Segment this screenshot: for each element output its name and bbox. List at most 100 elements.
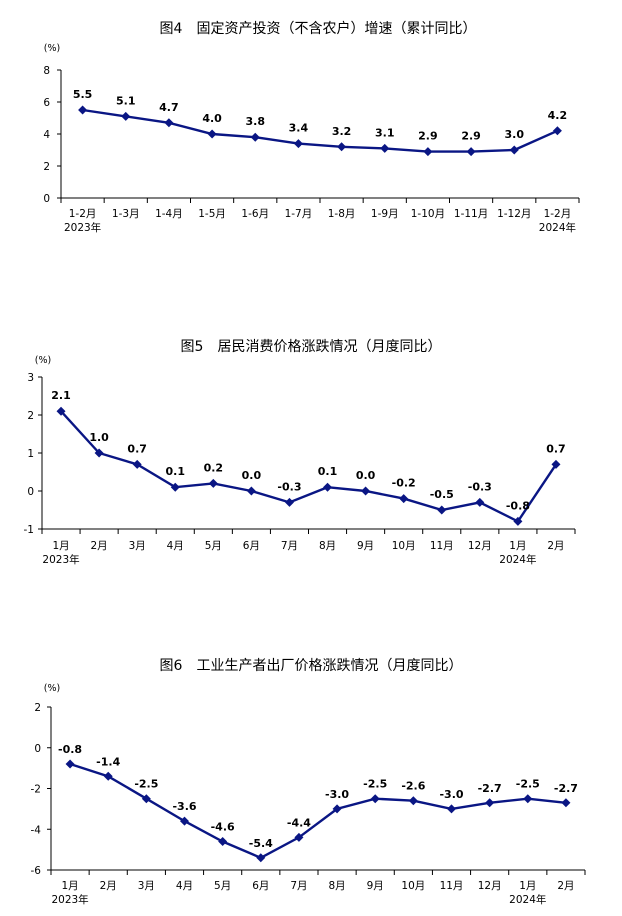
x-tick-label: 1-2月	[69, 208, 97, 220]
x-tick-label: 2月	[100, 880, 117, 892]
x-tick-label: 2月	[547, 540, 564, 552]
x-tick-label: 4月	[176, 880, 193, 892]
data-point	[332, 804, 342, 814]
x-tick-label: 1-2月	[544, 208, 572, 220]
data-label: -1.4	[96, 755, 120, 768]
data-point	[370, 794, 380, 804]
data-label: 5.5	[73, 88, 93, 101]
data-label: 0.0	[356, 469, 376, 482]
data-point	[337, 142, 347, 152]
data-point	[141, 794, 151, 804]
y-tick-label: -1	[24, 524, 34, 536]
data-label: -0.8	[506, 499, 530, 512]
x-year-label: 2024年	[509, 893, 546, 906]
data-label: -3.0	[325, 788, 349, 801]
data-point	[323, 482, 333, 492]
data-label: -2.7	[478, 782, 502, 795]
data-point	[485, 798, 495, 808]
data-point	[475, 497, 485, 507]
x-tick-label: 11月	[440, 880, 464, 892]
x-tick-label: 1月	[509, 540, 526, 552]
x-year-label: 2023年	[64, 221, 101, 234]
data-label: -0.8	[58, 743, 82, 756]
data-point	[551, 459, 561, 469]
x-tick-label: 9月	[357, 540, 374, 552]
data-label: -5.4	[249, 837, 273, 850]
y-axis-unit: (%)	[44, 43, 60, 54]
chart-5: 图5 居民消费价格涨跌情况（月度同比） (%) -1 0 1 2 3 1月 2月 3月 4月 5月 6月…	[24, 339, 576, 566]
y-tick-label: 0	[27, 486, 34, 498]
data-point	[408, 796, 418, 806]
data-label: 2.9	[461, 130, 481, 143]
data-label: -3.6	[172, 800, 196, 813]
data-point	[509, 145, 519, 155]
y-tick-label: 3	[27, 372, 34, 384]
data-point	[284, 497, 294, 507]
chart-title: 图4 固定资产投资（不含农户）增速（累计同比）	[160, 20, 477, 37]
x-tick-label: 5月	[205, 540, 222, 552]
data-point	[256, 853, 266, 863]
data-label: -0.5	[430, 488, 454, 501]
y-tick-label: 4	[43, 129, 50, 141]
x-year-label: 2023年	[42, 553, 79, 566]
data-label: -4.4	[287, 816, 311, 829]
x-tick-label: 10月	[392, 540, 416, 552]
y-tick-label: 2	[27, 410, 34, 422]
series-line	[69, 762, 567, 860]
data-label: 3.0	[505, 128, 525, 141]
x-tick-label: 1月	[61, 880, 78, 892]
data-point	[250, 132, 260, 142]
data-label: -2.5	[363, 778, 387, 791]
data-label: 0.1	[166, 465, 186, 478]
x-tick-label: 2月	[91, 540, 108, 552]
x-tick-label: 1-5月	[198, 208, 226, 220]
data-point	[246, 486, 256, 496]
x-tick-label: 2月	[557, 880, 574, 892]
y-tick-label: 2	[34, 702, 41, 714]
data-label: 0.2	[204, 461, 224, 474]
data-point	[207, 129, 217, 139]
x-tick-label: 1-6月	[241, 208, 269, 220]
y-tick-label: 2	[43, 161, 50, 173]
series-line	[82, 108, 558, 153]
data-point	[132, 459, 142, 469]
x-tick-label: 1-11月	[454, 208, 488, 220]
data-label: 4.2	[548, 109, 568, 122]
y-tick-label: -4	[31, 824, 42, 836]
x-tick-label: 9月	[367, 880, 384, 892]
data-label: 4.7	[159, 101, 179, 114]
data-label: 3.1	[375, 126, 395, 139]
data-point	[552, 126, 562, 136]
data-point	[561, 798, 571, 808]
x-tick-label: 1月	[519, 880, 536, 892]
x-tick-label: 3月	[129, 540, 146, 552]
data-label: 0.7	[546, 442, 566, 455]
data-label: 2.1	[51, 389, 71, 402]
data-label: 3.2	[332, 125, 352, 138]
chart-4: 图4 固定资产投资（不含农户）增速（累计同比） (%) 0 2 4 6 8 1-2月 1-3月 1…	[43, 20, 580, 234]
x-tick-label: 1-3月	[112, 208, 140, 220]
data-label: 0.0	[242, 469, 262, 482]
y-tick-label: -6	[31, 865, 42, 877]
data-point	[423, 147, 433, 157]
data-point	[293, 139, 303, 149]
data-label: 1.0	[89, 431, 109, 444]
data-label: -0.3	[468, 480, 492, 493]
x-year-label: 2024年	[539, 221, 576, 234]
data-label: -2.7	[554, 782, 578, 795]
data-point	[121, 111, 131, 121]
x-tick-label: 7月	[281, 540, 298, 552]
data-point	[103, 771, 113, 781]
data-label: -2.6	[401, 780, 425, 793]
y-tick-label: 0	[43, 193, 50, 205]
x-year-label: 2023年	[51, 893, 88, 906]
data-point	[466, 147, 476, 157]
x-tick-label: 5月	[214, 880, 231, 892]
data-point	[447, 804, 456, 814]
data-point	[523, 794, 533, 804]
x-tick-label: 12月	[468, 540, 492, 552]
x-tick-label: 3月	[138, 880, 155, 892]
data-label: 2.9	[418, 130, 438, 143]
y-tick-label: 0	[34, 743, 41, 755]
